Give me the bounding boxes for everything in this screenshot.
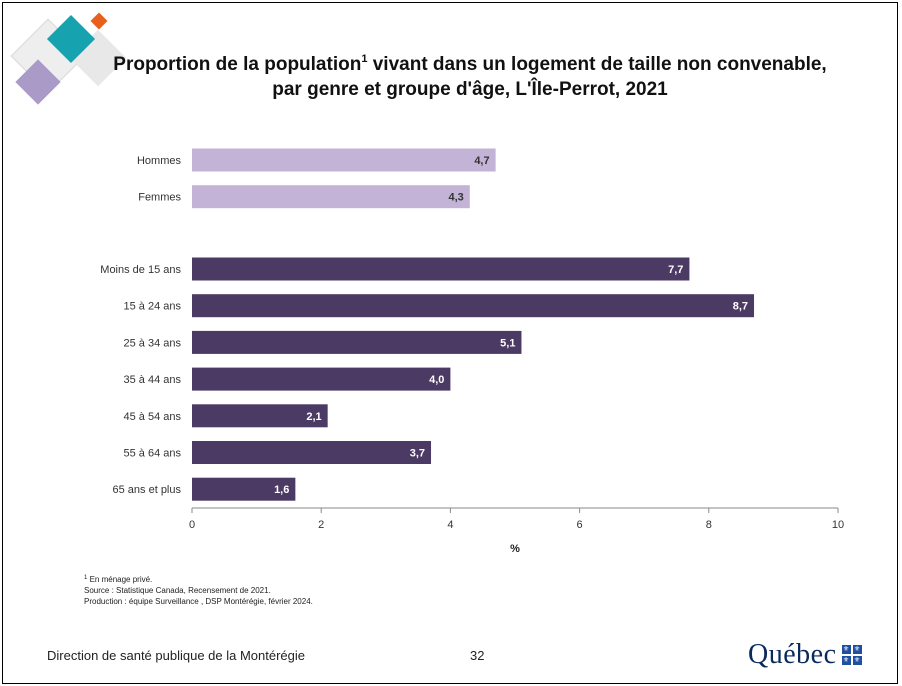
category-label: 55 à 64 ans: [124, 448, 182, 460]
category-label: 45 à 54 ans: [124, 411, 182, 423]
fleur-de-lis-icon: ⚜: [852, 645, 862, 654]
category-label: 65 ans et plus: [113, 484, 182, 496]
footnote-text: En ménage privé.: [87, 575, 153, 584]
source-line: Source : Statistique Canada, Recensement…: [84, 586, 271, 595]
quebec-logo-word: Québec: [748, 639, 837, 670]
category-label: 25 à 34 ans: [124, 337, 182, 349]
bar: [192, 257, 690, 281]
x-tick-label: 2: [318, 519, 324, 531]
footnotes: 1 En ménage privé. Source : Statistique …: [84, 574, 313, 607]
data-label: 4,0: [429, 374, 444, 386]
category-label: 15 à 24 ans: [124, 301, 182, 313]
bar: [192, 441, 432, 464]
bar: [192, 330, 522, 354]
x-tick-label: 6: [577, 519, 583, 531]
category-label: Moins de 15 ans: [100, 264, 181, 276]
fleur-de-lis-icon: ⚜: [841, 645, 851, 654]
x-tick-label: 10: [832, 519, 844, 531]
bar: [192, 148, 496, 172]
footnote-line: 1 En ménage privé.: [84, 574, 313, 585]
data-label: 7,7: [668, 264, 683, 276]
category-label: 35 à 44 ans: [124, 374, 182, 386]
title-part1: Proportion de la population: [113, 54, 362, 75]
bar: [192, 294, 755, 318]
x-axis-title: %: [510, 543, 520, 555]
deco-orange-diamond: [90, 12, 108, 30]
data-label: 3,7: [410, 448, 425, 460]
chart-title: Proportion de la population1 vivant dans…: [110, 52, 830, 102]
title-line2: par genre et groupe d'âge, L'Île-Perrot,…: [272, 79, 668, 100]
title-part2: vivant dans un logement de taille non co…: [367, 54, 827, 75]
fleur-de-lis-icon: ⚜: [841, 656, 851, 665]
category-label: Hommes: [137, 155, 182, 167]
fleur-de-lis-icon: ⚜: [852, 656, 862, 665]
bar: [192, 367, 451, 391]
data-label: 2,1: [306, 411, 321, 423]
footnote-marker: 1: [84, 575, 88, 581]
category-label: Femmes: [138, 192, 181, 204]
data-label: 1,6: [274, 484, 289, 496]
data-label: 4,3: [448, 192, 463, 204]
decorative-logo-diamonds: [10, 12, 127, 105]
fleurdelise-flag-icon: ⚜ ⚜ ⚜ ⚜: [841, 645, 862, 665]
bar: [192, 477, 296, 501]
production-line: Production : équipe Surveillance , DSP M…: [84, 597, 313, 606]
data-label: 4,7: [474, 155, 489, 167]
data-label: 8,7: [733, 301, 748, 313]
footer-organization: Direction de santé publique de la Montér…: [47, 648, 306, 663]
data-label: 5,1: [500, 337, 515, 349]
x-tick-label: 8: [706, 519, 712, 531]
x-tick-label: 4: [447, 519, 453, 531]
deco-lavender-diamond: [15, 59, 61, 105]
bar: [192, 185, 470, 209]
bar: [192, 404, 328, 428]
x-tick-label: 0: [189, 519, 195, 531]
page-number: 32: [470, 648, 485, 663]
title-footnote-marker: 1: [361, 53, 368, 65]
quebec-logo: Québec ⚜ ⚜ ⚜ ⚜: [748, 632, 888, 678]
